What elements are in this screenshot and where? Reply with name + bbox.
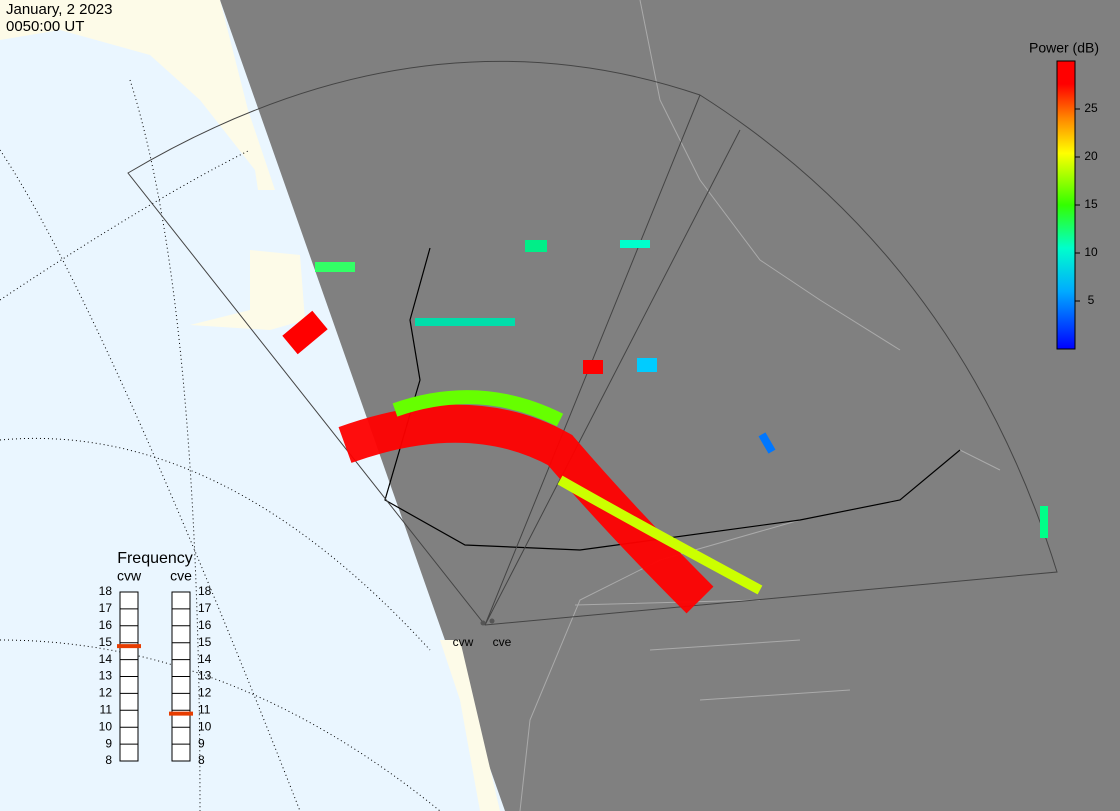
time: 0050:00 UT: [6, 18, 84, 35]
date: January, 2 2023: [6, 1, 112, 18]
frequency-tick-label: 18: [99, 584, 113, 598]
land: [440, 640, 500, 811]
radar-echoes: [282, 240, 1048, 614]
frequency-tick-label: 17: [198, 601, 212, 615]
frequency-tick-label: 12: [198, 686, 212, 700]
station-label: cvw: [453, 635, 474, 649]
radar-name: cvw: [117, 568, 142, 584]
colorbar: [1056, 60, 1076, 350]
colorbar-tick-label: 20: [1084, 149, 1098, 163]
colorbar-tick-label: 25: [1084, 101, 1098, 115]
frequency-tick-label: 18: [198, 584, 212, 598]
land: [0, 0, 275, 190]
frequency-tick-label: 9: [105, 736, 112, 750]
frequency-tick-label: 14: [198, 652, 212, 666]
frequency-tick-label: 8: [105, 753, 112, 767]
frequency-tick-label: 8: [198, 753, 205, 767]
frequency-tick-label: 12: [99, 686, 113, 700]
frequency-tick-label: 10: [99, 719, 113, 733]
station-dot: [480, 620, 486, 626]
frequency-tick-label: 13: [99, 669, 113, 683]
border: [384, 247, 961, 551]
graticule: [0, 79, 441, 811]
frequency-tick-label: 15: [198, 635, 212, 649]
frequency-tick-label: 9: [198, 736, 205, 750]
frequency-tick-label: 16: [99, 618, 113, 632]
frequency-tick-label: 11: [100, 702, 113, 716]
frequency-tick-label: 16: [198, 618, 212, 632]
radar-name: cve: [170, 568, 192, 584]
colorbar-tick-label: 15: [1084, 197, 1098, 211]
colorbar-tick-label: 5: [1088, 293, 1095, 307]
colorbar-tick-label: 10: [1084, 245, 1098, 259]
frequency-tick-label: 15: [99, 635, 113, 649]
colorbar-title: Power (dB): [1029, 40, 1099, 56]
station-label: cve: [493, 635, 512, 649]
frequency-title: Frequency: [117, 550, 193, 567]
frequency-tick-label: 10: [198, 719, 212, 733]
land: [190, 250, 305, 330]
frequency-tick-label: 11: [198, 702, 211, 716]
frequency-tick-label: 17: [99, 601, 113, 615]
station-dot: [489, 618, 495, 624]
frequency-tick-label: 14: [99, 652, 113, 666]
frequency-tick-label: 13: [198, 669, 212, 683]
